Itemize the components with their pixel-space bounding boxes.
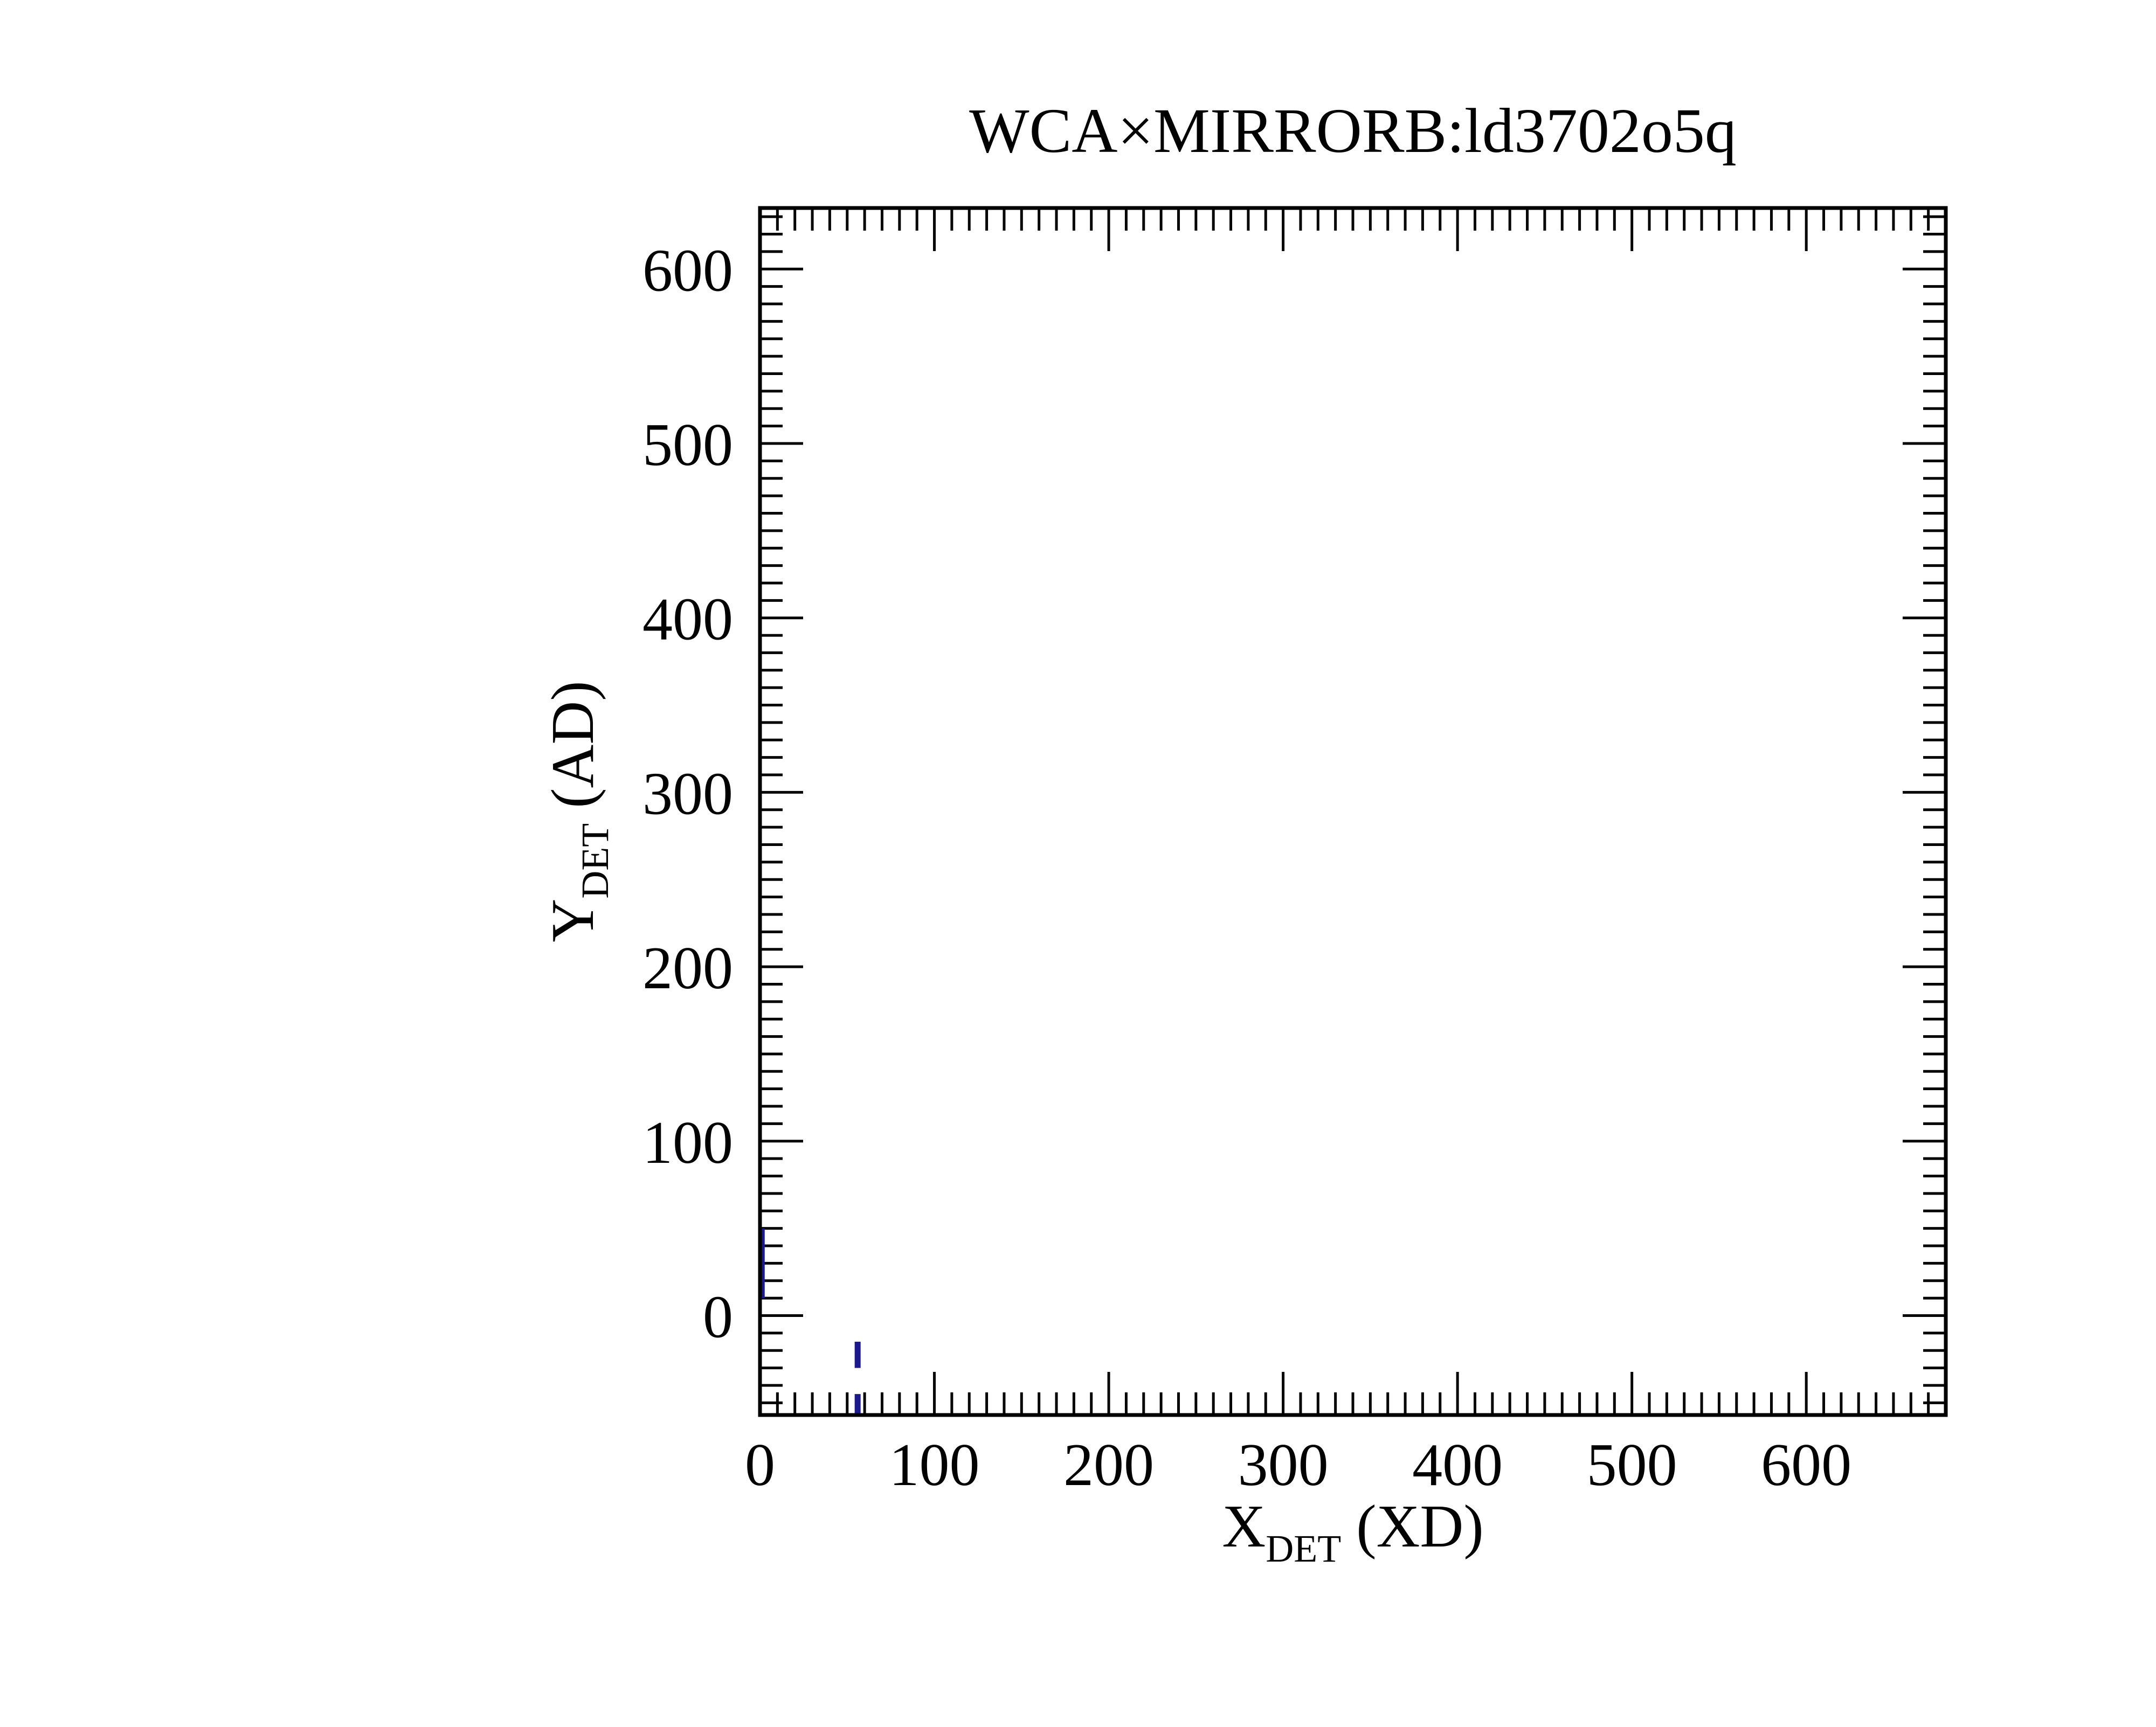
y-tick-label: 500 (642, 412, 733, 478)
y-axis-label-subscript: DET (573, 823, 617, 899)
y-axis-label-main: Y (540, 899, 606, 942)
y-tick-label: 200 (642, 935, 733, 1002)
y-axis-label: YDET (AD) (540, 681, 617, 942)
x-axis-label-rest: (XD) (1341, 1493, 1483, 1560)
x-tick-label: 600 (1761, 1432, 1851, 1499)
tick-labels: 0 100 200 300 400 500 600 0 100 200 300 400 500 600 (642, 237, 1851, 1499)
x-tick-label: 400 (1412, 1432, 1503, 1499)
x-axis-label-main: X (1222, 1493, 1266, 1560)
x-axis-label-subscript: DET (1266, 1527, 1341, 1570)
y-tick-label: 400 (642, 586, 733, 653)
x-tick-label: 300 (1238, 1432, 1329, 1499)
axis-ticks (758, 208, 1947, 1415)
x-tick-label: 200 (1063, 1432, 1154, 1499)
data-marks (758, 1228, 861, 1415)
y-tick-label: 600 (642, 237, 733, 304)
chart-title: WCA×MIRRORB:ld3702o5q (969, 95, 1737, 166)
x-tick-label: 0 (745, 1432, 775, 1499)
x-tick-label: 500 (1587, 1432, 1677, 1499)
y-axis-label-rest: (AD) (540, 681, 606, 823)
y-tick-label: 300 (642, 760, 733, 827)
y-tick-label: 0 (703, 1284, 733, 1350)
plot-frame (758, 206, 1948, 1417)
x-axis-label: XDET (XD) (1222, 1493, 1483, 1570)
y-tick-label: 100 (642, 1109, 733, 1176)
x-tick-label: 100 (889, 1432, 980, 1499)
